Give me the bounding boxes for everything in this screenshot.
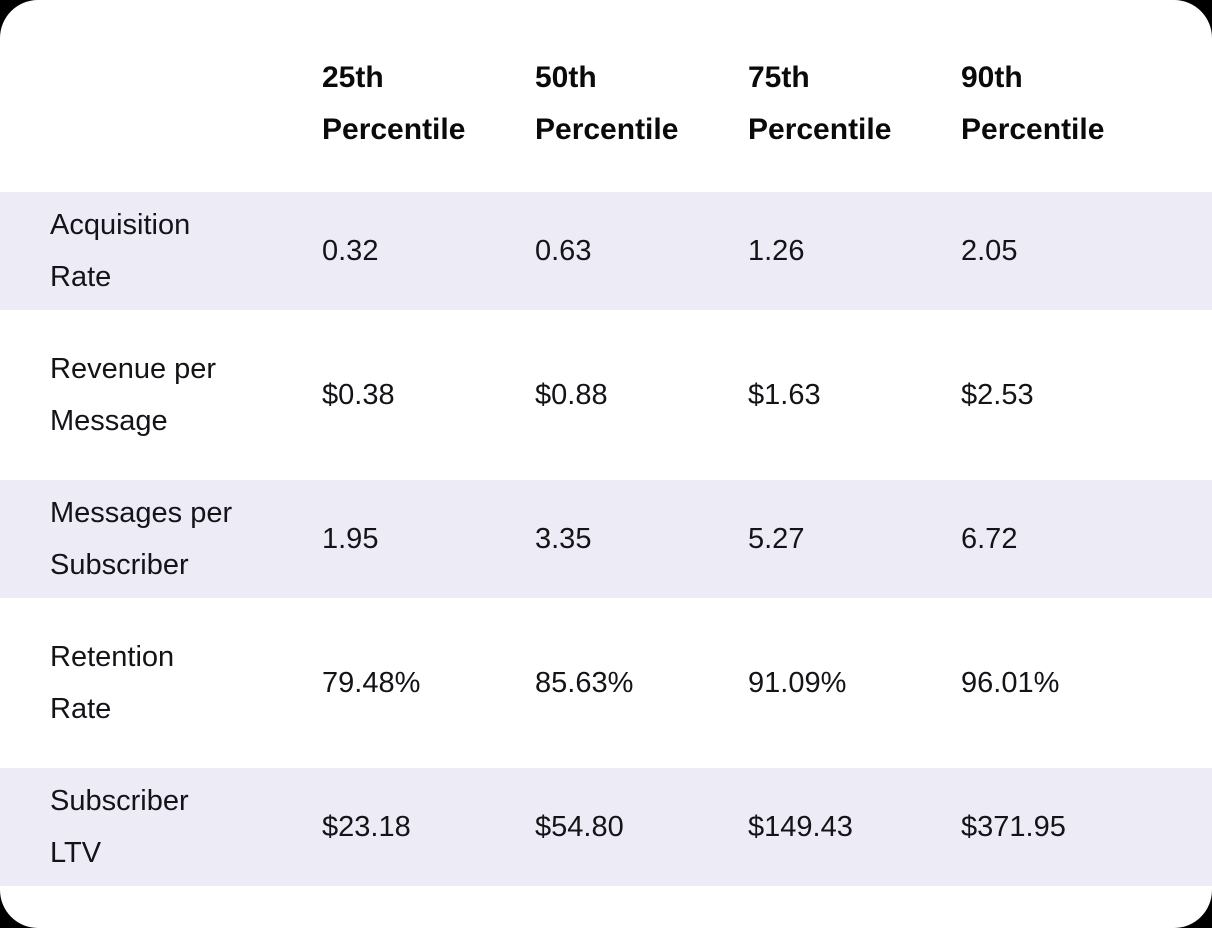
- column-header-75th: 75th Percentile: [748, 61, 892, 146]
- table-row-revenue-per-message: Revenue per Message $0.38 $0.88 $1.63 $2…: [0, 336, 1212, 454]
- table-cell: 0.63: [535, 235, 592, 267]
- corner-cell: [0, 26, 322, 166]
- table-cell: $2.53: [961, 379, 1034, 411]
- table-cell: 96.01%: [961, 667, 1060, 699]
- column-header-50th: 50th Percentile: [535, 61, 679, 146]
- header-row: 25th Percentile 50th Percentile 75th Per…: [0, 26, 1212, 166]
- table-cell: $23.18: [322, 811, 411, 843]
- table-row-messages-per-subscriber: Messages per Subscriber 1.95 3.35 5.27 6…: [0, 480, 1212, 598]
- table-cell: 3.35: [535, 523, 592, 555]
- table-cell: $149.43: [748, 811, 853, 843]
- table-cell: 6.72: [961, 523, 1018, 555]
- table-row-subscriber-ltv: Subscriber LTV $23.18 $54.80 $149.43 $37…: [0, 768, 1212, 886]
- table-cell: 1.95: [322, 523, 379, 555]
- table-row-acquisition-rate: Acquisition Rate 0.32 0.63 1.26 2.05: [0, 192, 1212, 310]
- table-row-retention-rate: Retention Rate 79.48% 85.63% 91.09% 96.0…: [0, 624, 1212, 742]
- table-cell: 2.05: [961, 235, 1018, 267]
- table-cell: 5.27: [748, 523, 805, 555]
- table-cell: $1.63: [748, 379, 821, 411]
- table-cell: 0.32: [322, 235, 379, 267]
- row-label: Revenue per Message: [50, 353, 217, 437]
- table-cell: $54.80: [535, 811, 624, 843]
- row-label: Retention Rate: [50, 641, 175, 725]
- table-cell: 1.26: [748, 235, 805, 267]
- table-header: 25th Percentile 50th Percentile 75th Per…: [0, 26, 1212, 166]
- column-header-25th: 25th Percentile: [322, 61, 466, 146]
- row-label: Messages per Subscriber: [50, 497, 233, 581]
- column-header-90th: 90th Percentile: [961, 61, 1105, 146]
- table-cell: 85.63%: [535, 667, 634, 699]
- row-label: Acquisition Rate: [50, 209, 191, 293]
- table-cell: 79.48%: [322, 667, 421, 699]
- table-cell: $371.95: [961, 811, 1066, 843]
- table-cell: $0.38: [322, 379, 395, 411]
- table-cell: $0.88: [535, 379, 608, 411]
- row-label: Subscriber LTV: [50, 785, 189, 869]
- table-body: Acquisition Rate 0.32 0.63 1.26 2.05 Rev…: [0, 192, 1212, 886]
- table-cell: 91.09%: [748, 667, 847, 699]
